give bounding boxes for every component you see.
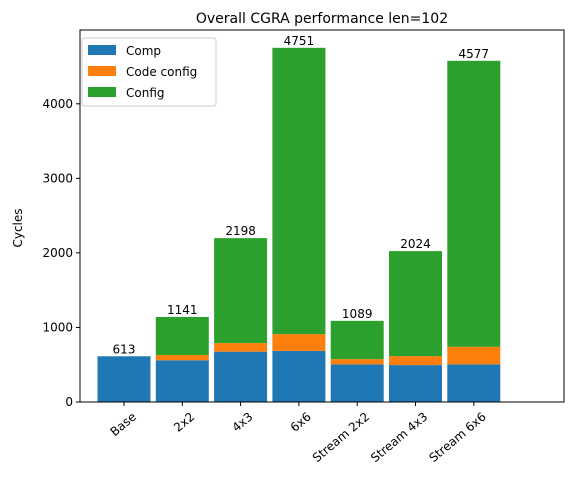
bar-code-config-4 <box>331 359 384 364</box>
bar-comp-2 <box>214 352 267 402</box>
bar-code-config-2 <box>214 343 267 352</box>
y-axis: 0 1000 2000 3000 4000 <box>42 97 80 409</box>
bar-total-label: 1089 <box>342 307 373 321</box>
x-tick-label: 2x2 <box>171 410 197 435</box>
bar-code-config-5 <box>389 356 442 365</box>
legend-swatch-code-config <box>88 66 116 76</box>
legend-label: Config <box>126 86 165 100</box>
chart-title: Overall CGRA performance len=102 <box>196 11 448 27</box>
x-tick-label: 4x3 <box>229 410 255 435</box>
bar-comp-5 <box>389 365 442 402</box>
bar-comp-3 <box>272 351 325 402</box>
x-tick-label: Stream 4x3 <box>368 410 430 465</box>
bar-code-config-6 <box>447 347 500 365</box>
x-tick-label: Base <box>108 410 139 440</box>
legend-swatch-comp <box>88 45 116 55</box>
y-tick-label: 4000 <box>42 97 73 111</box>
y-tick-label: 1000 <box>42 320 73 334</box>
bar-total-label: 613 <box>113 342 136 356</box>
bar-config-4 <box>331 321 384 359</box>
bar-code-config-1 <box>156 355 209 360</box>
x-tick-label: 6x6 <box>288 410 314 435</box>
bar-comp-4 <box>331 364 384 402</box>
bar-total-label: 4577 <box>459 47 490 61</box>
legend-label: Code config <box>126 65 197 79</box>
bar-config-1 <box>156 317 209 355</box>
bar-comp-1 <box>156 360 209 402</box>
y-tick-label: 2000 <box>42 246 73 260</box>
bar-total-label: 2024 <box>400 237 431 251</box>
bar-total-label: 2198 <box>225 224 256 238</box>
bar-config-6 <box>447 61 500 347</box>
bar-comp-6 <box>447 364 500 402</box>
legend-swatch-config <box>88 87 116 97</box>
legend-label: Comp <box>126 44 161 58</box>
bar-code-config-3 <box>272 334 325 351</box>
x-tick-label: Stream 2x2 <box>310 410 372 465</box>
bar-config-3 <box>272 48 325 334</box>
legend: Comp Code config Config <box>82 38 216 106</box>
bar-comp-0 <box>98 356 151 402</box>
y-axis-label: Cycles <box>11 208 25 247</box>
bar-total-label: 1141 <box>167 303 198 317</box>
x-tick-label: Stream 6x6 <box>426 410 488 465</box>
y-tick-label: 0 <box>65 395 73 409</box>
bar-total-label: 4751 <box>284 34 315 48</box>
bar-config-2 <box>214 238 267 343</box>
y-tick-label: 3000 <box>42 171 73 185</box>
bar-config-5 <box>389 251 442 356</box>
